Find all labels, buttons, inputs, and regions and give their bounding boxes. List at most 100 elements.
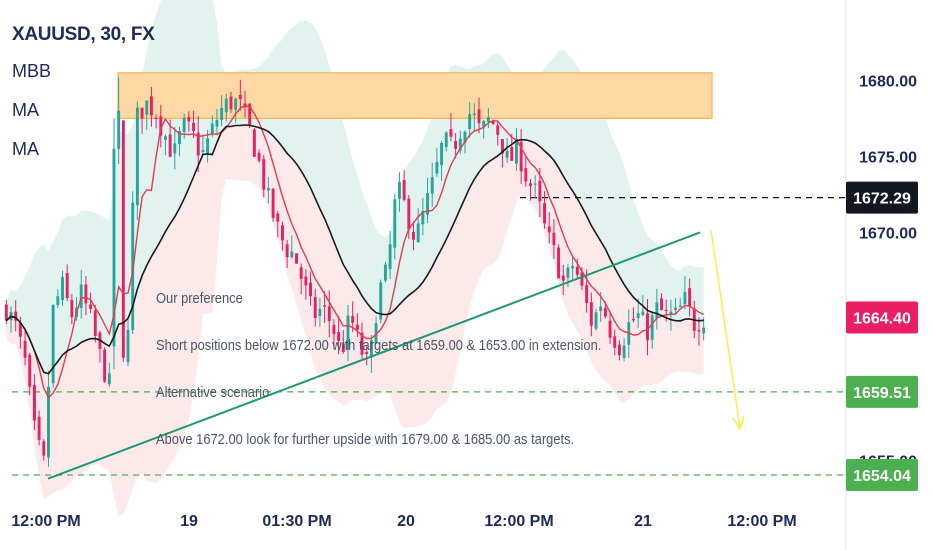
- candle-body-67: [318, 308, 322, 316]
- candle-body-92: [435, 161, 439, 174]
- candle-body-142: [669, 311, 673, 315]
- candle-body-73: [346, 315, 350, 350]
- candle-body-149: [702, 327, 706, 334]
- candle-body-4: [23, 340, 27, 358]
- candle-body-118: [557, 247, 561, 279]
- x-tick-label: 01:30 PM: [262, 513, 331, 530]
- ma-fast-line: [5, 105, 705, 399]
- candle-body-5: [28, 354, 32, 387]
- indicator-ma-2[interactable]: MA: [12, 139, 39, 159]
- candle-body-18: [89, 304, 93, 310]
- candle-body-57: [271, 188, 275, 218]
- candle-body-136: [641, 311, 645, 316]
- candle-body-21: [103, 349, 107, 382]
- candle-body-66: [313, 297, 317, 319]
- candle-body-63: [299, 267, 303, 279]
- candle-body-33: [159, 116, 163, 136]
- candle-body-48: [229, 96, 233, 110]
- indicator-ma-1[interactable]: MA: [12, 100, 39, 120]
- candle-body-29: [140, 107, 144, 119]
- candle-body-43: [206, 138, 210, 154]
- candle-body-137: [646, 313, 649, 341]
- horizontal-levels: [12, 196, 846, 476]
- projection-arrow-shaft: [710, 229, 741, 429]
- candle-body-79: [374, 323, 378, 344]
- time-axis: 12:00 PM 19 01:30 PM 20 12:00 PM 21 12:00 PM: [11, 513, 796, 530]
- candle-body-96: [454, 140, 458, 149]
- candle-body-38: [182, 117, 186, 132]
- candle-body-89: [421, 211, 425, 225]
- trendlines: [47, 231, 701, 480]
- candle-body-64: [304, 276, 308, 286]
- candle-body-121: [571, 265, 575, 269]
- indicator-mbb[interactable]: MBB: [12, 61, 52, 81]
- candle-body-74: [351, 316, 355, 323]
- candle-body-62: [295, 253, 298, 264]
- candle-body-111: [524, 168, 528, 182]
- candle-body-132: [622, 345, 626, 358]
- candle-body-86: [407, 198, 411, 230]
- candle-body-99: [468, 114, 472, 130]
- price-badge-label: 1659.51: [853, 385, 911, 402]
- candle-body-40: [192, 122, 195, 131]
- candle-body-97: [458, 138, 462, 151]
- candle-body-34: [164, 136, 167, 140]
- candle-body-72: [341, 343, 345, 352]
- y-tick-label: 1675.00: [859, 149, 917, 166]
- candle-body-50: [238, 95, 242, 100]
- candle-body-105: [496, 125, 500, 135]
- candle-body-32: [154, 117, 158, 120]
- candle-body-8: [42, 441, 46, 456]
- candle-body-125: [589, 302, 593, 326]
- candle-body-81: [383, 264, 387, 281]
- candle-body-128: [603, 307, 607, 317]
- candle-body-78: [369, 340, 373, 358]
- candle-body-104: [491, 120, 495, 124]
- candle-body-135: [636, 313, 640, 319]
- candle-body-46: [220, 107, 224, 120]
- candle-body-49: [234, 98, 238, 110]
- candle-body-44: [210, 123, 214, 135]
- candle-body-26: [126, 329, 130, 363]
- candle-body-145: [683, 292, 687, 305]
- x-tick-label: 12:00 PM: [484, 513, 553, 530]
- candle-body-47: [224, 98, 228, 113]
- candle-body-108: [510, 147, 514, 161]
- candle-body-28: [135, 107, 139, 206]
- candle-body-6: [32, 384, 36, 421]
- price-badge-2: [846, 375, 918, 408]
- candle-body-90: [426, 193, 429, 215]
- x-tick-label: 20: [397, 513, 415, 530]
- price-badge-label: 1654.04: [853, 468, 911, 485]
- candle-body-139: [655, 302, 659, 319]
- candle-body-54: [257, 152, 261, 161]
- price-badge-label: 1664.40: [853, 311, 911, 328]
- candle-body-91: [430, 177, 434, 194]
- candle-body-134: [632, 318, 635, 321]
- x-tick-label: 12:00 PM: [727, 513, 796, 530]
- candle-body-120: [566, 267, 570, 278]
- candle-body-94: [444, 132, 448, 148]
- candle-body-56: [266, 188, 270, 191]
- candle-body-41: [196, 132, 200, 156]
- candle-body-102: [482, 121, 486, 127]
- rising-trendline: [47, 231, 701, 480]
- candle-body-68: [323, 305, 327, 307]
- candle-body-37: [178, 130, 181, 145]
- y-tick-label: 1670.00: [859, 225, 917, 242]
- candle-body-106: [500, 138, 504, 154]
- candle-body-13: [65, 273, 69, 299]
- candle-body-143: [674, 307, 678, 310]
- candle-body-58: [276, 213, 280, 222]
- candle-body-113: [533, 183, 537, 185]
- candle-body-9: [47, 386, 50, 458]
- ma-slow-line: [5, 124, 704, 375]
- candle-body-131: [617, 344, 621, 356]
- candle-body-110: [519, 141, 523, 172]
- x-tick-label: 19: [180, 513, 198, 530]
- candle-body-35: [168, 134, 172, 157]
- candle-body-114: [538, 180, 542, 202]
- candle-body-2: [14, 311, 18, 321]
- projection-arrow-head: [732, 415, 745, 431]
- preference-text: Short positions below 1672.00 with targe…: [156, 337, 602, 354]
